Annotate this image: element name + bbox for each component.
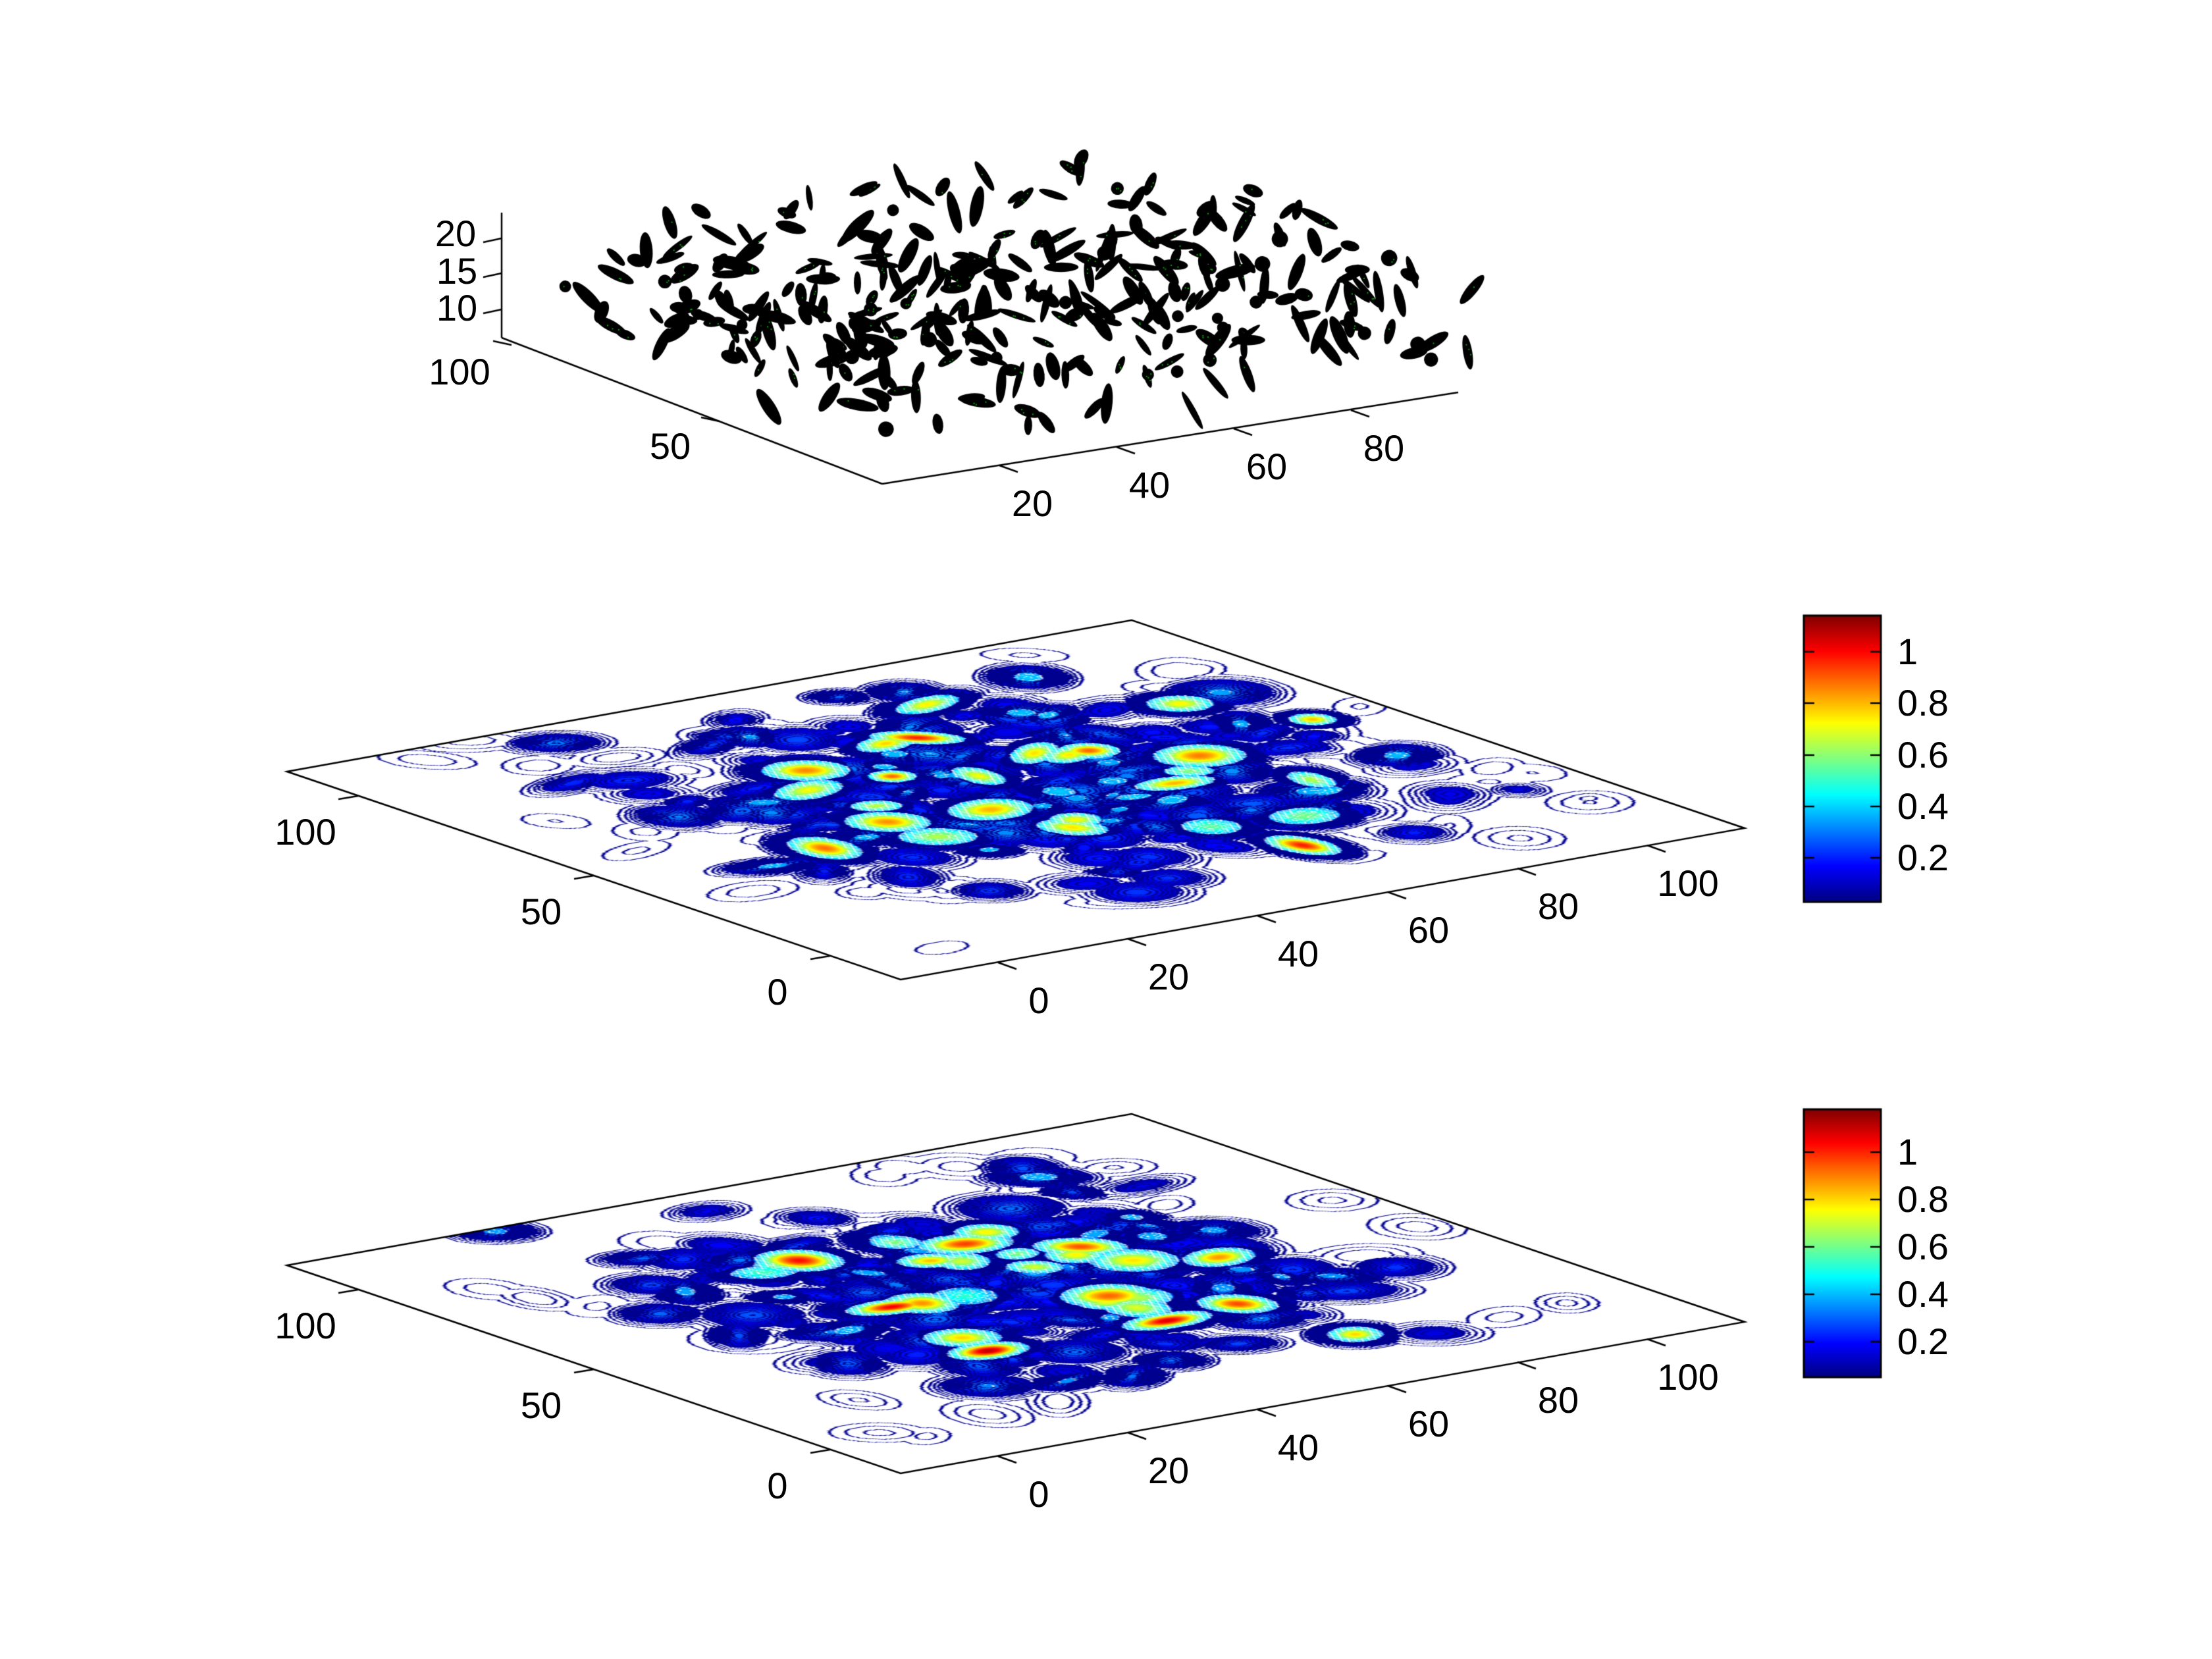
figure-canvas xyxy=(0,0,2212,1659)
matlab-figure: 20 15 10 100 50 20 40 60 80 0 20 40 60 80 100 0 50 100 1 0.… xyxy=(0,0,2212,1659)
